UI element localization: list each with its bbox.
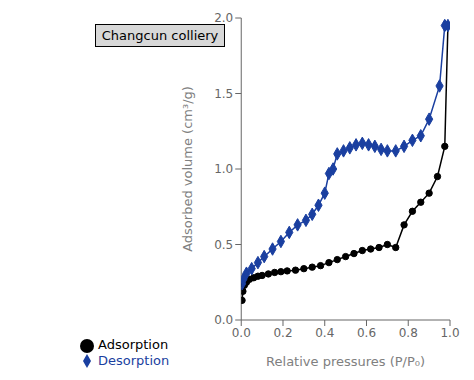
html-text:Desorption: Desorption <box>98 352 170 368</box>
html-text:Changcun colliery: Changcun colliery <box>101 28 219 43</box>
svg-text:Adsorbed volume (cm³/g): Adsorbed volume (cm³/g) <box>180 86 195 252</box>
svg-text:0.6: 0.6 <box>357 326 376 340</box>
svg-text:1.5: 1.5 <box>214 87 233 101</box>
svg-text:0.2: 0.2 <box>273 326 292 340</box>
svg-text:2.0: 2.0 <box>214 11 234 26</box>
svg-text:0.0: 0.0 <box>232 326 251 340</box>
svg-text:0.5: 0.5 <box>214 238 233 252</box>
svg-text:1.0: 1.0 <box>214 162 233 176</box>
html-text:Adsorption: Adsorption <box>98 337 169 352</box>
svg-text:1.0: 1.0 <box>440 326 459 340</box>
svg-text:0.8: 0.8 <box>399 326 418 340</box>
svg-text:0.0: 0.0 <box>214 313 233 327</box>
svg-text:0.4: 0.4 <box>315 326 334 340</box>
svg-text:Relative pressures (P/P₀): Relative pressures (P/P₀) <box>266 354 425 369</box>
